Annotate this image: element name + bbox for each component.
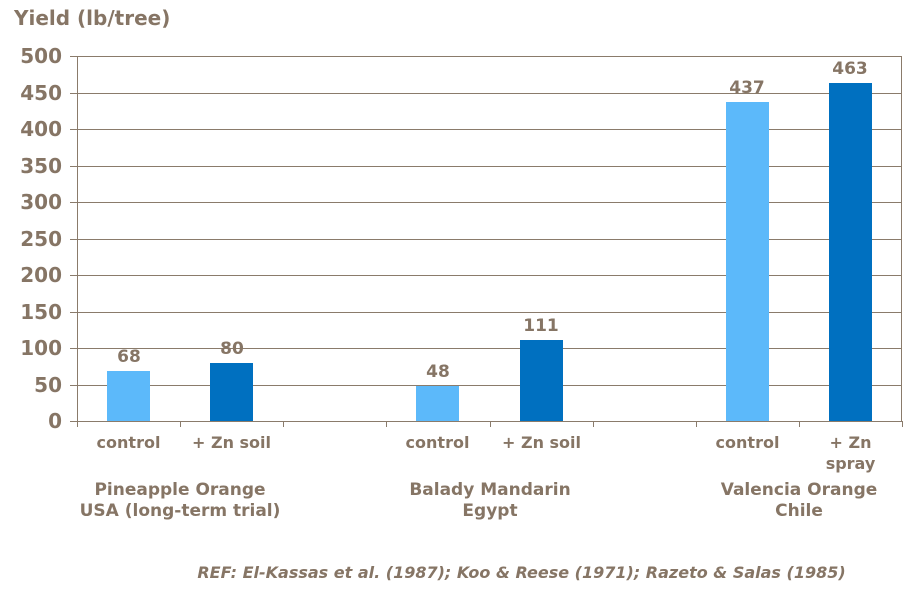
y-axis-tick — [70, 348, 77, 349]
y-axis-tick — [70, 421, 77, 422]
y-axis-tick — [70, 275, 77, 276]
y-axis-tick — [70, 165, 77, 167]
bar-axis-label: control — [715, 433, 780, 452]
y-axis-tick — [70, 384, 77, 386]
bar — [726, 102, 769, 421]
group-label: Valencia Orange Chile — [720, 480, 878, 521]
gridline — [77, 56, 902, 57]
bar-value-label: 437 — [729, 78, 765, 98]
y-axis-tick — [70, 202, 77, 203]
x-axis-tick — [283, 421, 284, 427]
bar-axis-label: + Zn spray — [825, 433, 876, 473]
y-axis-label: 500 — [20, 44, 62, 68]
gridline — [77, 165, 902, 167]
gridline — [77, 311, 902, 313]
x-axis-tick — [593, 421, 594, 427]
group-label: Pineapple Orange USA (long-term trial) — [79, 480, 281, 521]
y-axis-label: 150 — [20, 299, 62, 324]
gridline — [77, 348, 902, 349]
y-axis-label: 400 — [20, 117, 62, 141]
bar-value-label: 48 — [426, 362, 450, 382]
bar-value-label: 111 — [523, 316, 559, 336]
group-label: Balady Mandarin Egypt — [409, 480, 571, 521]
bar — [520, 340, 563, 421]
bar — [829, 83, 872, 421]
x-axis-tick — [386, 421, 387, 427]
bar — [107, 371, 150, 421]
x-axis-tick — [490, 421, 491, 427]
y-axis-tick — [70, 129, 77, 130]
plot-right-border — [901, 56, 902, 421]
gridline — [77, 238, 902, 240]
bar — [210, 363, 253, 421]
y-axis-tick — [70, 56, 77, 57]
reference-text: REF: El-Kassas et al. (1987); Koo & Rees… — [197, 563, 846, 582]
y-axis-label: 350 — [20, 153, 62, 178]
y-axis-line — [77, 56, 78, 421]
gridline — [77, 421, 902, 422]
gridline — [77, 202, 902, 203]
y-axis-tick — [70, 311, 77, 313]
x-axis-tick — [696, 421, 697, 427]
bar — [416, 386, 459, 421]
chart-title: Yield (lb/tree) — [14, 6, 171, 30]
y-axis-label: 300 — [20, 190, 62, 214]
x-axis-tick — [902, 421, 903, 427]
y-axis-tick — [70, 92, 77, 94]
y-axis-label: 0 — [48, 409, 62, 433]
bar-axis-label: + Zn soil — [501, 433, 582, 452]
gridline — [77, 92, 902, 94]
bar-axis-label: control — [96, 433, 161, 452]
gridline — [77, 384, 902, 386]
bar-value-label: 80 — [220, 339, 244, 359]
plot-area: 68 80 48 111 437 463 — [77, 56, 902, 422]
bar-value-label: 463 — [832, 59, 868, 79]
y-axis-label: 100 — [20, 336, 62, 360]
bar-value-label: 68 — [117, 347, 141, 367]
y-axis-tick — [70, 238, 77, 240]
x-axis-tick — [799, 421, 800, 427]
gridline — [77, 275, 902, 276]
y-axis-label: 200 — [20, 263, 62, 287]
y-axis-label: 250 — [20, 226, 62, 251]
y-axis-label: 50 — [34, 372, 62, 397]
bar-axis-label: + Zn soil — [191, 433, 272, 452]
gridline — [77, 129, 902, 130]
bar-axis-label: control — [405, 433, 470, 452]
y-axis-label: 450 — [20, 80, 62, 105]
x-axis-tick — [180, 421, 181, 427]
x-axis-tick — [77, 421, 78, 427]
